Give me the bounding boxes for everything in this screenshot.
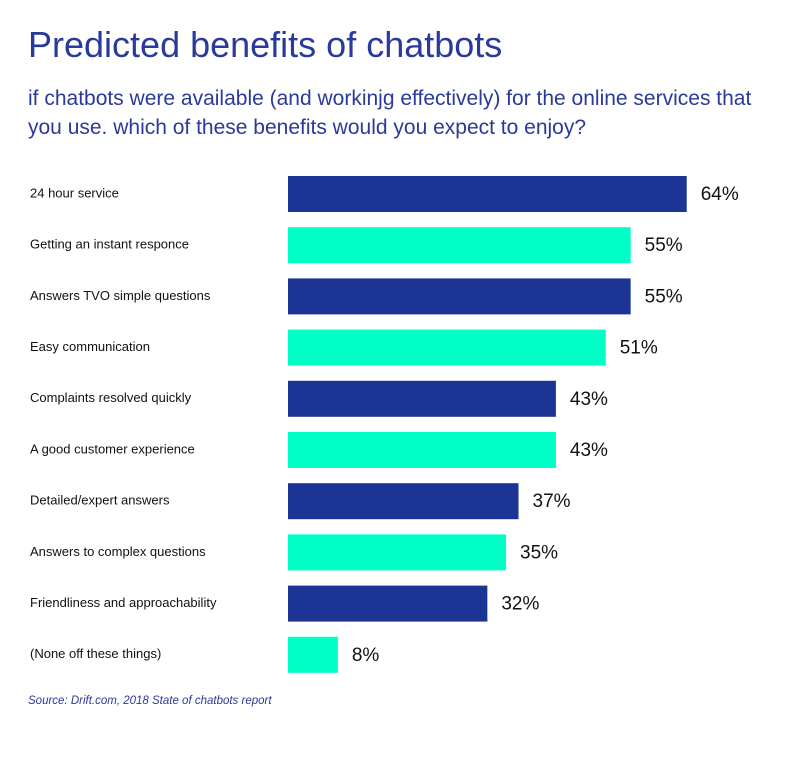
value-label-none-off-these-things: 8% [352, 645, 380, 666]
value-label-friendliness-and-approachability: 32% [501, 594, 539, 615]
bar-a-good-customer-experience [288, 432, 556, 468]
value-label-answers-tvo-simple-questions: 55% [645, 286, 683, 307]
bar-24-hour-service [288, 176, 687, 212]
bar-getting-an-instant-responce [288, 227, 631, 264]
bar-friendliness-and-approachability [288, 585, 488, 622]
bar-answers-to-complex-questions [288, 534, 507, 571]
value-label-detailed-expert-answers: 37% [533, 491, 571, 512]
chart-subtitle: if chatbots were available (and workinjg… [28, 87, 752, 139]
category-label-detailed-expert-answers: Detailed/expert answers [30, 493, 170, 508]
category-label-answers-tvo-simple-questions: Answers TVO simple questions [30, 288, 211, 303]
bar-detailed-expert-answers [288, 483, 519, 520]
value-label-a-good-customer-experience: 43% [570, 440, 608, 461]
value-label-easy-communication: 51% [620, 338, 658, 359]
category-label-a-good-customer-experience: A good customer experience [30, 441, 195, 456]
value-label-getting-an-instant-responce: 55% [645, 235, 683, 256]
source-note: Source: Drift.com, 2018 State of chatbot… [28, 695, 272, 707]
bar-easy-communication [288, 329, 606, 366]
category-label-24-hour-service: 24 hour service [30, 185, 119, 200]
category-label-easy-communication: Easy communication [30, 339, 150, 354]
category-label-complaints-resolved-quickly: Complaints resolved quickly [30, 390, 192, 405]
category-label-answers-to-complex-questions: Answers to complex questions [30, 544, 206, 559]
bar-complaints-resolved-quickly [288, 380, 556, 417]
value-label-answers-to-complex-questions: 35% [520, 542, 558, 563]
chart-title: Predicted benefits of chatbots [28, 24, 503, 65]
category-label-friendliness-and-approachability: Friendliness and approachability [30, 595, 217, 610]
bar-answers-tvo-simple-questions [288, 278, 631, 315]
value-label-24-hour-service: 64% [701, 184, 739, 205]
category-label-none-off-these-things: (None off these things) [30, 646, 161, 661]
value-label-complaints-resolved-quickly: 43% [570, 389, 608, 410]
category-label-getting-an-instant-responce: Getting an instant responce [30, 237, 189, 252]
bar-none-off-these-things [288, 636, 338, 673]
